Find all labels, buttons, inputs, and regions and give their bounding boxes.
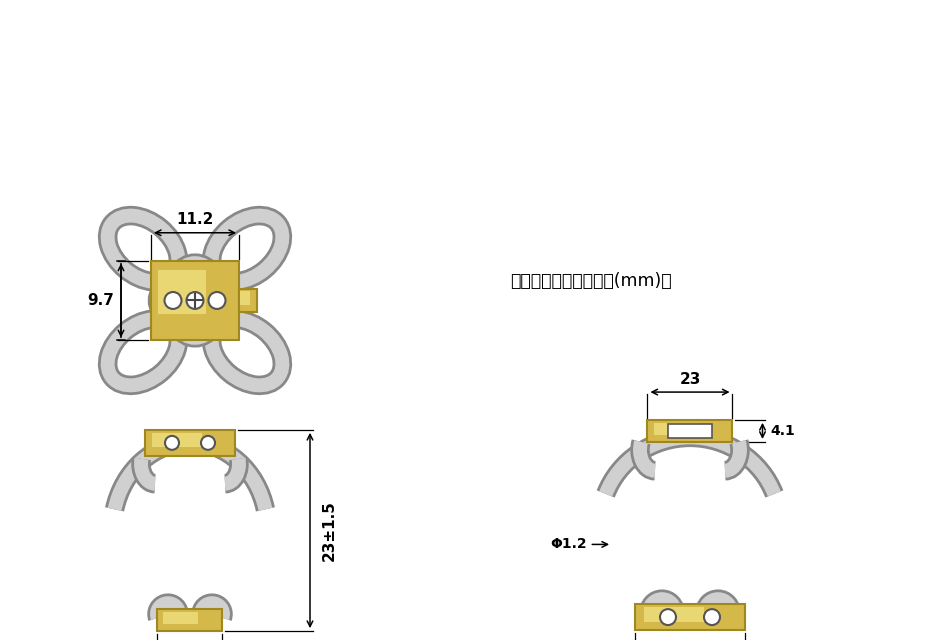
Text: GR1-1.8D-A产品结构示意图: GR1-1.8D-A产品结构示意图 xyxy=(237,20,711,66)
Bar xyxy=(151,260,239,340)
Bar xyxy=(644,607,704,621)
Bar xyxy=(241,291,250,305)
Text: 23: 23 xyxy=(680,372,701,387)
Bar xyxy=(635,604,745,630)
Text: 4.1: 4.1 xyxy=(771,424,795,438)
Bar xyxy=(654,422,702,435)
Bar xyxy=(145,430,235,456)
Circle shape xyxy=(660,609,676,625)
Text: 23±1.5: 23±1.5 xyxy=(322,500,337,561)
Circle shape xyxy=(209,292,226,309)
Circle shape xyxy=(187,292,204,309)
Bar xyxy=(668,424,712,438)
Text: 9.7: 9.7 xyxy=(87,293,115,308)
Circle shape xyxy=(201,436,215,450)
Text: Φ1.2: Φ1.2 xyxy=(550,538,608,552)
Circle shape xyxy=(165,436,179,450)
Bar xyxy=(153,433,202,447)
Circle shape xyxy=(165,292,181,309)
Bar xyxy=(647,420,733,442)
Bar xyxy=(158,270,207,314)
Bar xyxy=(157,609,223,631)
Bar xyxy=(239,289,257,312)
Text: 注：所有尺寸均为毫米(mm)。: 注：所有尺寸均为毫米(mm)。 xyxy=(510,271,671,289)
Bar xyxy=(163,612,198,624)
Circle shape xyxy=(704,609,720,625)
Text: 11.2: 11.2 xyxy=(176,212,213,227)
